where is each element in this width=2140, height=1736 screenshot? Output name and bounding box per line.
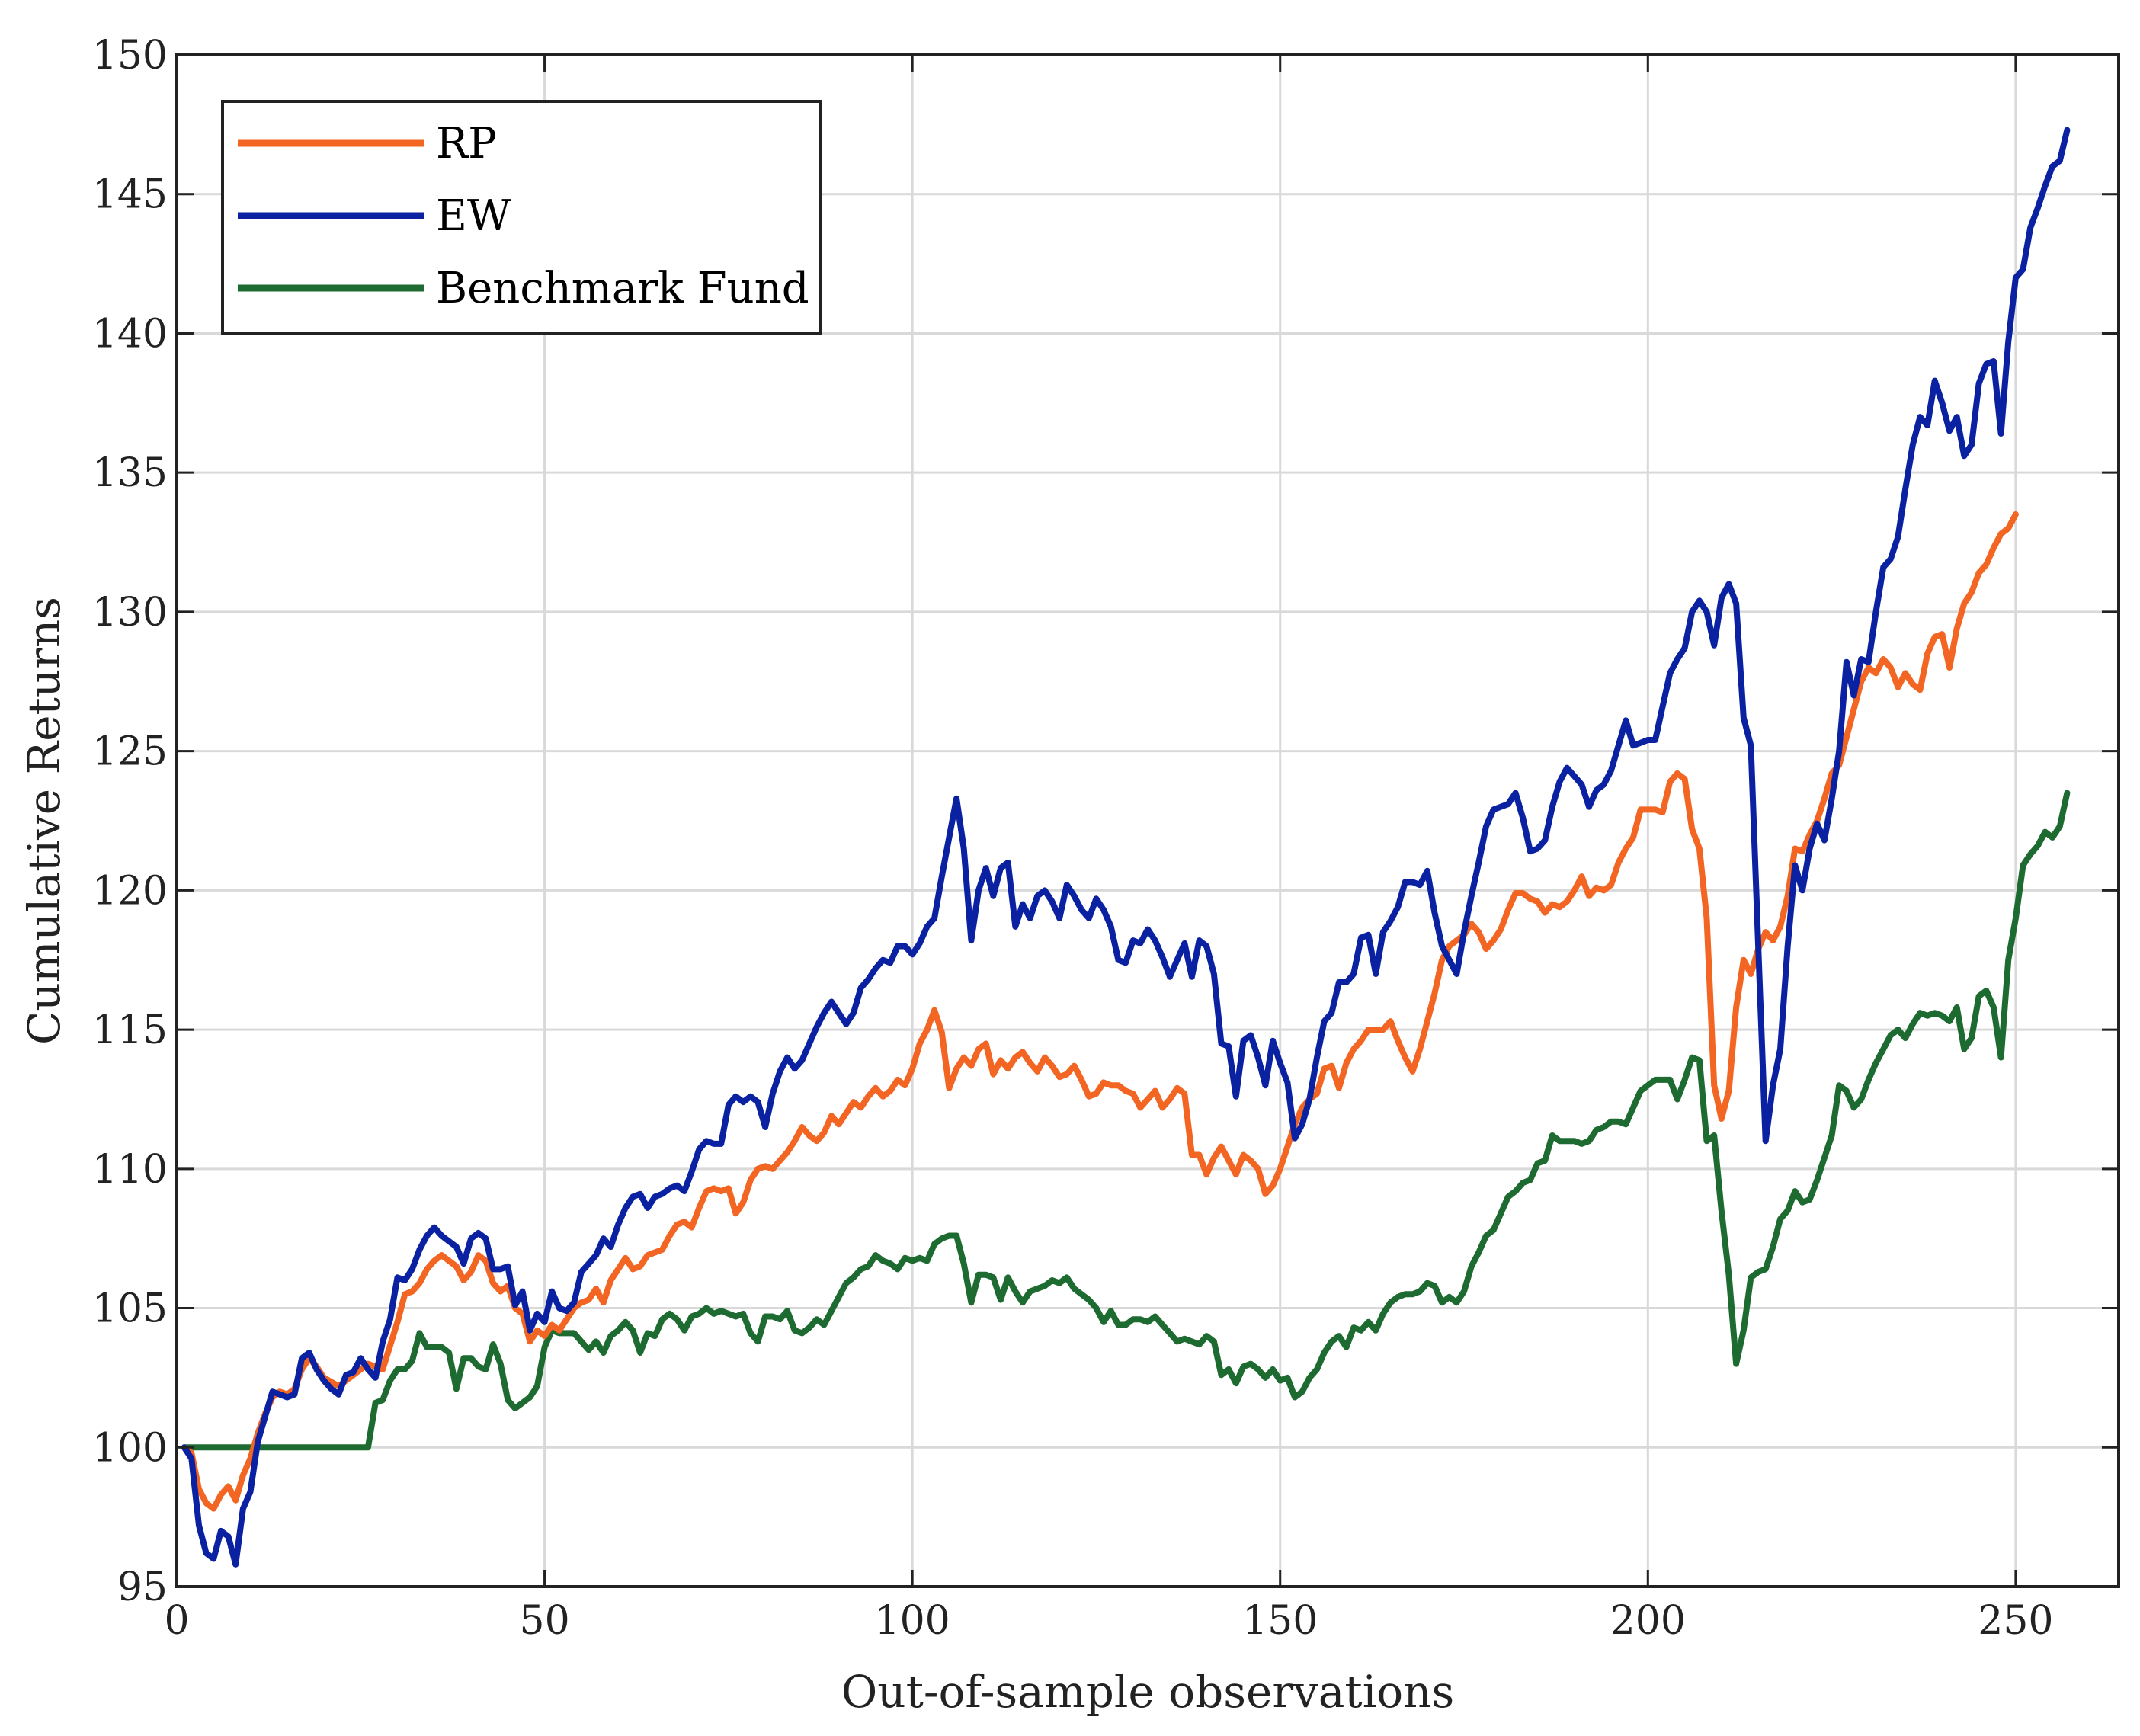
y-tick-label: 125 [92, 729, 168, 775]
legend: RP EW Benchmark Fund [221, 100, 822, 335]
y-tick-label: 150 [92, 33, 168, 78]
x-tick-label: 150 [1242, 1598, 1318, 1644]
y-tick-label: 120 [92, 868, 168, 914]
y-tick-label: 95 [117, 1565, 168, 1610]
x-tick-label: 100 [875, 1598, 950, 1644]
y-tick-label: 100 [92, 1425, 168, 1471]
legend-label: EW [436, 191, 511, 241]
x-tick-label: 250 [1978, 1598, 2053, 1644]
legend-label: RP [436, 119, 497, 168]
x-tick-label: 200 [1610, 1598, 1686, 1644]
legend-label: Benchmark Fund [436, 264, 809, 313]
y-axis-ticks: 95 100 105 110 115 120 125 130 135 140 145 150 [92, 33, 2119, 1610]
y-axis-title: Cumulative Returns [18, 597, 70, 1045]
y-tick-label: 115 [92, 1007, 168, 1053]
y-tick-label: 135 [92, 450, 168, 496]
y-tick-label: 105 [92, 1286, 168, 1332]
y-tick-label: 145 [92, 172, 168, 218]
grid-lines [175, 53, 2119, 1588]
series-line-benchmark-fund [181, 790, 2071, 1451]
series-layer [181, 127, 2071, 1568]
x-tick-label: 0 [164, 1598, 189, 1644]
series-line-ew [181, 127, 2071, 1568]
x-axis-title: Out-of-sample observations [841, 1666, 1455, 1718]
x-axis-ticks: 0 50 100 150 200 250 [164, 55, 2054, 1644]
y-tick-label: 110 [92, 1147, 168, 1193]
y-tick-label: 140 [92, 311, 168, 357]
y-tick-label: 130 [92, 590, 168, 636]
x-tick-label: 50 [519, 1598, 569, 1644]
series-line-rp [181, 511, 2019, 1512]
plot-frame [175, 53, 2120, 1588]
